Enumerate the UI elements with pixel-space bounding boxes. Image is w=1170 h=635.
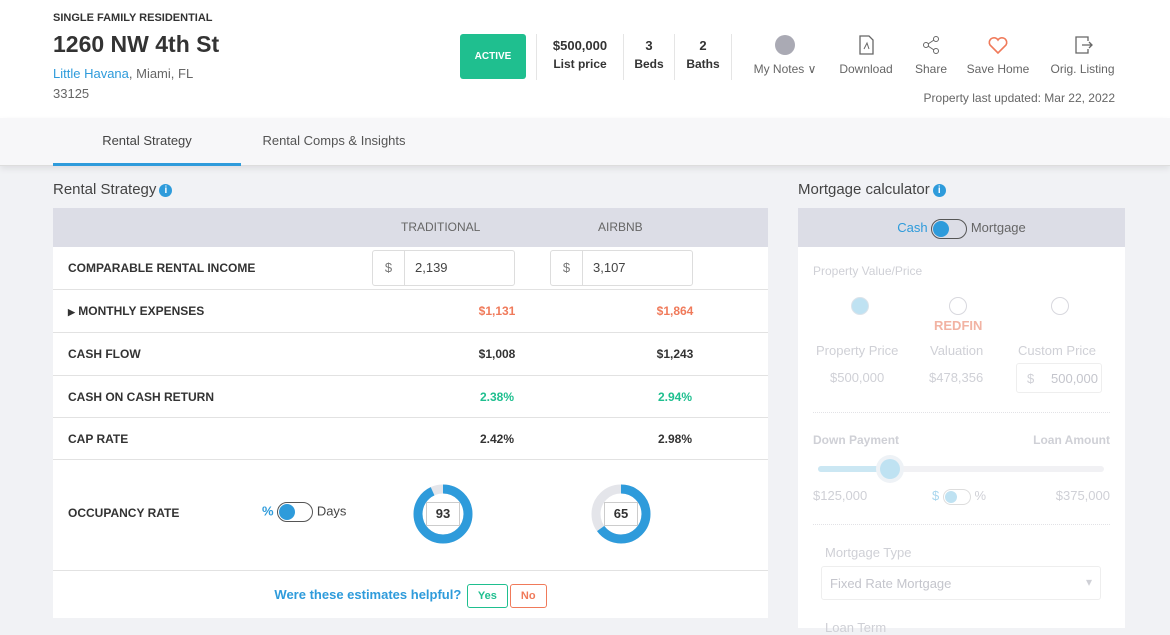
original-listing-button[interactable]: Orig. Listing bbox=[1045, 34, 1120, 76]
toggle-switch bbox=[277, 502, 314, 522]
slider-handle[interactable] bbox=[879, 459, 900, 479]
tab-bar: Rental Strategy Rental Comps & Insights bbox=[0, 118, 1170, 166]
custom-price-input[interactable]: $500,000 bbox=[1016, 363, 1102, 393]
occupancy-row: OCCUPANCY RATE % Days 93 65 bbox=[53, 460, 768, 571]
feedback: Were these estimates helpful? Yes No bbox=[53, 584, 768, 608]
airbnb-occupancy-value[interactable]: 65 bbox=[604, 502, 638, 526]
monthly-expenses-row[interactable]: ▶ MONTHLY EXPENSES $1,131 $1,864 bbox=[53, 290, 768, 333]
traditional-occupancy-value[interactable]: 93 bbox=[426, 502, 460, 526]
neighborhood-link[interactable]: Little Havana bbox=[53, 66, 129, 81]
traditional-income-input[interactable]: $2,139 bbox=[372, 250, 515, 286]
info-icon[interactable]: i bbox=[159, 184, 173, 197]
share-icon bbox=[923, 36, 939, 54]
baths: 2 Baths bbox=[686, 38, 720, 71]
cash-mortgage-toggle[interactable]: Cash Mortgage bbox=[798, 208, 1125, 247]
donut-fill bbox=[413, 484, 473, 544]
property-type: SINGLE FAMILY RESIDENTIAL bbox=[53, 12, 213, 24]
table-header: TRADITIONAL AIRBNB bbox=[53, 208, 768, 247]
status-badge: ACTIVE bbox=[460, 34, 526, 79]
tab-rental-comps[interactable]: Rental Comps & Insights bbox=[262, 133, 406, 148]
zip: 33125 bbox=[53, 86, 90, 101]
table-row: CASH ON CASH RETURN 2.38% 2.94% bbox=[53, 376, 768, 418]
property-value-label: Property Value/Price bbox=[813, 264, 923, 278]
mortgage-calculator-title: Mortgage calculator i bbox=[798, 181, 946, 198]
traditional-occupancy-donut bbox=[413, 484, 473, 544]
avatar-icon bbox=[775, 35, 795, 55]
tab-rental-strategy[interactable]: Rental Strategy bbox=[53, 118, 241, 166]
table-row: CASH FLOW $1,008 $1,243 bbox=[53, 333, 768, 376]
table-row: CAP RATE 2.42% 2.98% bbox=[53, 418, 768, 460]
mortgage-type-select[interactable]: Fixed Rate Mortgage ▾ bbox=[821, 566, 1101, 600]
caret-right-icon: ▶ bbox=[68, 307, 75, 317]
city-state: , Miami, FL bbox=[128, 66, 194, 81]
redfin-logo: REDFIN bbox=[934, 318, 983, 333]
divider bbox=[731, 34, 732, 80]
external-link-icon bbox=[1074, 36, 1093, 54]
save-home-button[interactable]: Save Home bbox=[964, 34, 1032, 76]
list-price: $500,000 List price bbox=[552, 38, 608, 71]
chevron-down-icon: ▾ bbox=[1085, 575, 1092, 589]
share-button[interactable]: Share bbox=[910, 34, 952, 76]
down-unit-toggle[interactable]: $ % bbox=[932, 488, 987, 505]
rental-strategy-panel: TRADITIONAL AIRBNB COMPARABLE RENTAL INCO… bbox=[53, 208, 768, 618]
beds: 3 Beds bbox=[634, 38, 664, 71]
divider bbox=[536, 34, 537, 80]
airbnb-occupancy-donut bbox=[591, 484, 651, 544]
radio-custom-price[interactable] bbox=[1051, 297, 1069, 315]
heart-icon bbox=[988, 36, 1008, 55]
airbnb-income-input[interactable]: $3,107 bbox=[550, 250, 693, 286]
down-payment-slider[interactable] bbox=[818, 459, 1104, 479]
col-traditional: TRADITIONAL bbox=[401, 220, 481, 234]
no-button[interactable]: No bbox=[509, 584, 547, 608]
property-address: 1260 NW 4th St bbox=[53, 31, 220, 57]
mortgage-calculator-panel: Cash Mortgage Property Value/Price REDFI… bbox=[798, 208, 1125, 635]
info-icon[interactable]: i bbox=[932, 184, 946, 197]
radio-property-price[interactable] bbox=[851, 297, 869, 315]
pdf-icon bbox=[859, 35, 874, 55]
rental-strategy-title: Rental Strategy i bbox=[53, 181, 173, 198]
col-airbnb: AIRBNB bbox=[598, 220, 643, 234]
property-location: Little Havana, Miami, FL 33125 bbox=[53, 64, 213, 104]
property-header: SINGLE FAMILY RESIDENTIAL 1260 NW 4th St… bbox=[0, 0, 1170, 118]
table-row: COMPARABLE RENTAL INCOME $2,139 $3,107 bbox=[53, 247, 768, 290]
download-button[interactable]: Download bbox=[835, 34, 897, 76]
my-notes-button[interactable]: My Notes ∨ bbox=[750, 34, 820, 76]
divider bbox=[674, 34, 675, 80]
occupancy-unit-toggle[interactable]: % Days bbox=[262, 502, 346, 522]
donut-fill bbox=[591, 484, 651, 544]
divider bbox=[623, 34, 624, 80]
last-updated: Property last updated: Mar 22, 2022 bbox=[923, 91, 1115, 105]
toggle-switch bbox=[931, 218, 968, 239]
yes-button[interactable]: Yes bbox=[466, 584, 508, 608]
radio-valuation[interactable] bbox=[949, 297, 967, 315]
